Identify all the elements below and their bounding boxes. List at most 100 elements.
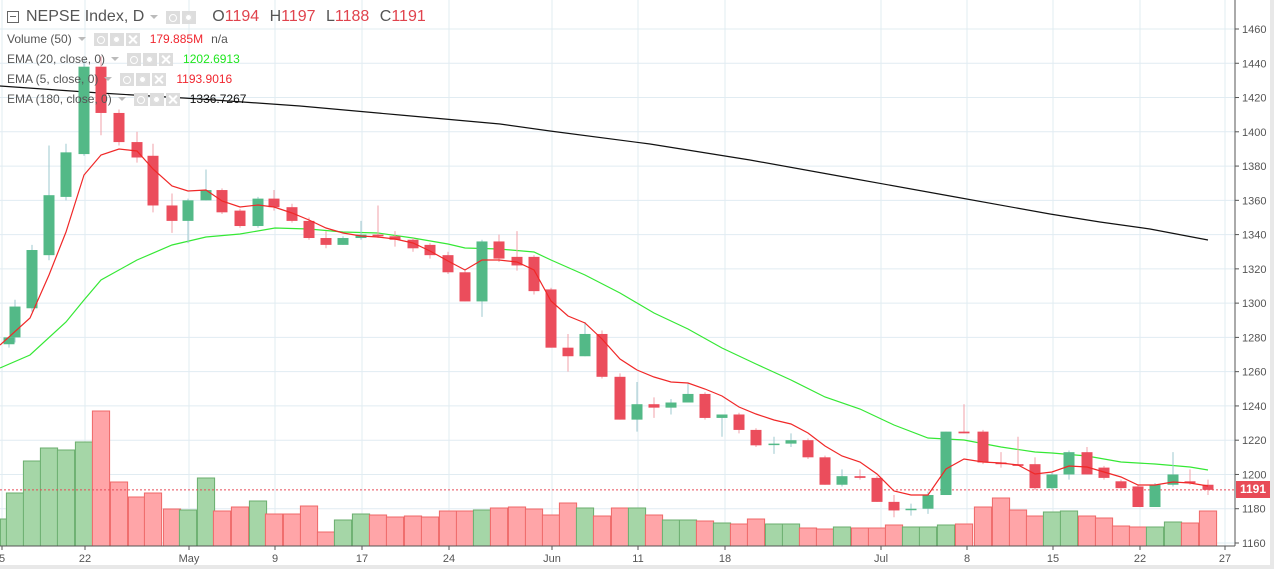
volume-bar [1163,521,1183,547]
candle-body [888,501,900,511]
time-tick-label: Jun [543,553,561,565]
volume-bar [438,510,458,547]
indicator-label[interactable]: Volume (50) [7,32,72,46]
volume-bar [264,513,284,547]
volume-bar [5,492,25,547]
time-axis-bg [0,546,1236,569]
volume-bar [507,506,527,547]
volume-bar [1059,510,1079,547]
candle-body [113,112,125,143]
candle-body [372,234,384,237]
volume-bar [196,477,216,547]
time-tick-label: 24 [443,553,455,565]
ema5-line [0,148,1209,496]
candle-body [131,142,143,158]
close-icon[interactable] [159,52,174,66]
volume-bar [248,500,268,547]
volume-bar [56,449,76,547]
volume-bar [832,526,852,547]
candle-body [614,376,626,420]
price-tick-label: 1220 [1242,435,1266,447]
volume-bar [1128,526,1148,547]
chevron-down-icon[interactable] [117,97,126,101]
eye-icon[interactable] [133,92,148,106]
ema180-line [0,85,1209,241]
last-price-tag: 1191 [1236,481,1270,498]
candle-body [166,205,178,221]
volume-bar [936,524,956,547]
candle-body [562,347,574,357]
indicator-ema5: EMA (5, close, 0) 1193.9016 [7,72,232,86]
candle-body [268,198,280,208]
volume-bar [1198,510,1218,547]
volume-bar [798,527,818,547]
candle-body [1098,467,1110,478]
price-tick-label: 1380 [1242,161,1266,173]
price-tick-label: 1440 [1242,58,1266,70]
candle-body [407,239,419,249]
time-tick-label: Jul [874,553,888,565]
close-icon[interactable] [152,72,167,86]
volume-bar [764,523,784,547]
price-tick-label: 1160 [1242,538,1266,550]
eye-icon[interactable] [166,10,181,24]
candle-body [836,476,848,485]
candle-body [303,220,315,239]
symbol-title[interactable]: NEPSE Index, D [26,8,145,25]
volume-bar [39,447,59,547]
indicator-label[interactable]: EMA (20, close, 0) [7,52,106,66]
candle-body [3,337,15,345]
indicator-ema180: EMA (180, close, 0) 1336.7267 [7,92,246,106]
price-tick-label: 1360 [1242,195,1266,207]
eye-icon[interactable] [127,52,142,66]
volume-bar [815,528,835,547]
eye-icon[interactable] [93,32,108,46]
chevron-down-icon[interactable] [104,77,113,81]
volume-bar [351,513,371,547]
collapse-icon[interactable] [7,11,19,23]
gear-icon[interactable] [136,72,151,86]
close-icon[interactable] [125,32,140,46]
chevron-down-icon[interactable] [150,15,159,19]
volume-bar [524,508,544,547]
candle-body [147,155,159,206]
close-value: 1191 [391,8,426,25]
candle-body [977,431,989,463]
volume-bar [1042,511,1062,547]
indicator-label[interactable]: EMA (5, close, 0) [7,72,99,86]
candle-body [958,431,970,434]
volume-bar [867,527,887,547]
bottom-border [0,565,1274,569]
volume-bar [575,507,595,547]
indicator-ema20: EMA (20, close, 0) 1202.6913 [7,52,240,66]
volume-bar [109,481,129,547]
volume-bar [661,519,681,547]
candle-body [528,256,540,292]
chevron-down-icon[interactable] [77,37,86,41]
close-icon[interactable] [165,92,180,106]
indicator-label[interactable]: EMA (180, close, 0) [7,92,112,106]
candle-body [9,306,21,338]
gear-icon[interactable] [109,32,124,46]
eye-icon[interactable] [120,72,135,86]
gear-icon[interactable] [143,52,158,66]
chevron-down-icon[interactable] [111,57,120,61]
price-tick-label: 1300 [1242,298,1266,310]
candle-body [78,66,90,155]
volume-bar [1145,526,1165,547]
time-tick-label: 15 [1047,553,1059,565]
price-tick-label: 1340 [1242,230,1266,242]
volume-bar [22,460,42,547]
volume-bar [1094,517,1114,547]
gear-icon[interactable] [182,10,197,24]
close-label: C [379,8,392,25]
candle-body [545,289,557,348]
volume-bar [91,410,111,547]
volume-bar [558,502,578,547]
candle-body [854,476,866,478]
gear-icon[interactable] [149,92,164,106]
candle-body [579,333,591,357]
open-label: O [212,8,225,25]
time-tick-label: 18 [719,553,731,565]
